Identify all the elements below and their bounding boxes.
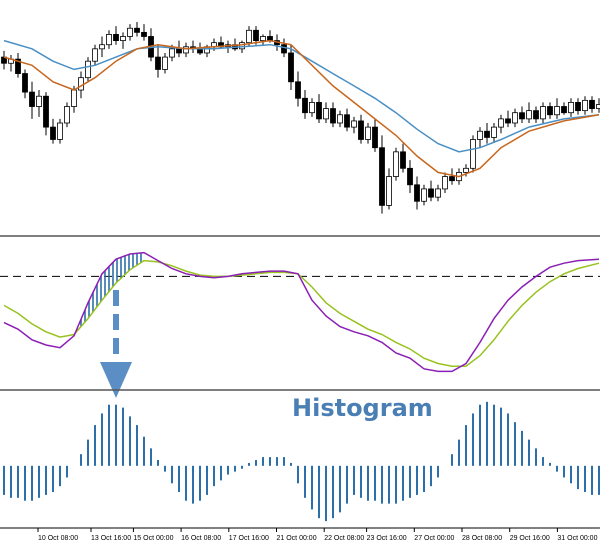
histogram-annotation: Histogram — [292, 394, 433, 422]
candle-body — [492, 127, 497, 137]
candle-body — [128, 28, 133, 36]
candle-body — [583, 100, 588, 110]
candle-body — [58, 123, 63, 139]
candle-body — [415, 185, 420, 201]
candle-body — [86, 61, 91, 77]
candle-body — [366, 127, 371, 139]
candle-body — [590, 100, 595, 108]
x-tick-label: 28 Oct 08:00 — [462, 535, 502, 542]
x-tick-label: 29 Oct 16:00 — [510, 535, 550, 542]
candle-body — [429, 189, 434, 197]
x-tick-label: 13 Oct 16:00 — [91, 535, 131, 542]
candle-body — [184, 47, 189, 53]
candle-body — [373, 127, 378, 148]
candle-body — [30, 92, 35, 106]
x-tick-label: 15 Oct 00:00 — [133, 535, 173, 542]
x-tick-label: 17 Oct 16:00 — [229, 535, 269, 542]
candle-body — [170, 49, 175, 57]
candle-body — [163, 57, 168, 69]
candle-body — [121, 36, 126, 40]
candle-body — [135, 28, 140, 32]
candle-body — [114, 34, 119, 40]
candle-body — [401, 152, 406, 168]
candle-body — [513, 113, 518, 123]
candle-body — [79, 78, 84, 90]
candle-body — [359, 121, 364, 140]
x-tick-label: 22 Oct 08:00 — [324, 535, 364, 542]
candle-body — [520, 113, 525, 119]
candle-body — [261, 36, 266, 40]
candle-body — [569, 102, 574, 112]
candle-body — [65, 107, 70, 123]
candle-body — [142, 32, 147, 36]
candle-body — [338, 115, 343, 123]
candle-body — [443, 177, 448, 189]
x-tick-label: 10 Oct 08:00 — [38, 535, 78, 542]
candle-body — [478, 131, 483, 139]
candle-body — [534, 111, 539, 119]
candle-body — [37, 96, 42, 106]
x-tick-label: 31 Oct 00:00 — [557, 535, 597, 542]
candle-body — [51, 127, 56, 139]
x-tick-label: 21 Oct 00:00 — [277, 535, 317, 542]
candle-body — [331, 109, 336, 123]
candle-body — [506, 119, 511, 123]
x-tick-label: 23 Oct 16:00 — [367, 535, 407, 542]
candle-body — [548, 107, 553, 115]
candle-body — [352, 121, 357, 127]
candle-body — [387, 177, 392, 206]
candle-body — [282, 45, 287, 53]
candle-body — [450, 177, 455, 181]
candle-body — [345, 115, 350, 127]
candle-body — [156, 57, 161, 69]
candle-body — [324, 109, 329, 119]
candle-body — [72, 90, 77, 106]
candle-body — [408, 168, 413, 184]
candle-body — [485, 131, 490, 137]
candle-body — [44, 96, 49, 127]
candle-body — [527, 111, 532, 119]
candle-body — [107, 34, 112, 44]
candle-body — [422, 189, 427, 201]
candle-body — [289, 53, 294, 82]
candle-body — [464, 168, 469, 172]
candle-body — [380, 148, 385, 206]
candle-body — [23, 74, 28, 93]
candle-body — [394, 152, 399, 177]
candle-body — [597, 104, 600, 108]
candle-body — [100, 45, 105, 49]
candle-body — [240, 43, 245, 49]
candle-body — [436, 189, 441, 197]
x-tick-label: 16 Oct 08:00 — [181, 535, 221, 542]
candle-body — [177, 49, 182, 53]
candle-body — [247, 30, 252, 42]
candle-body — [471, 139, 476, 168]
candle-body — [254, 30, 259, 40]
candle-body — [576, 102, 581, 110]
candle-body — [303, 98, 308, 112]
candle-body — [93, 49, 98, 61]
candle-body — [317, 102, 322, 118]
candle-body — [310, 102, 315, 112]
candle-body — [499, 119, 504, 127]
candle-body — [562, 107, 567, 113]
candle-body — [296, 82, 301, 98]
x-tick-label: 27 Oct 00:00 — [414, 535, 454, 542]
candle-body — [555, 107, 560, 115]
candle-body — [541, 107, 546, 119]
